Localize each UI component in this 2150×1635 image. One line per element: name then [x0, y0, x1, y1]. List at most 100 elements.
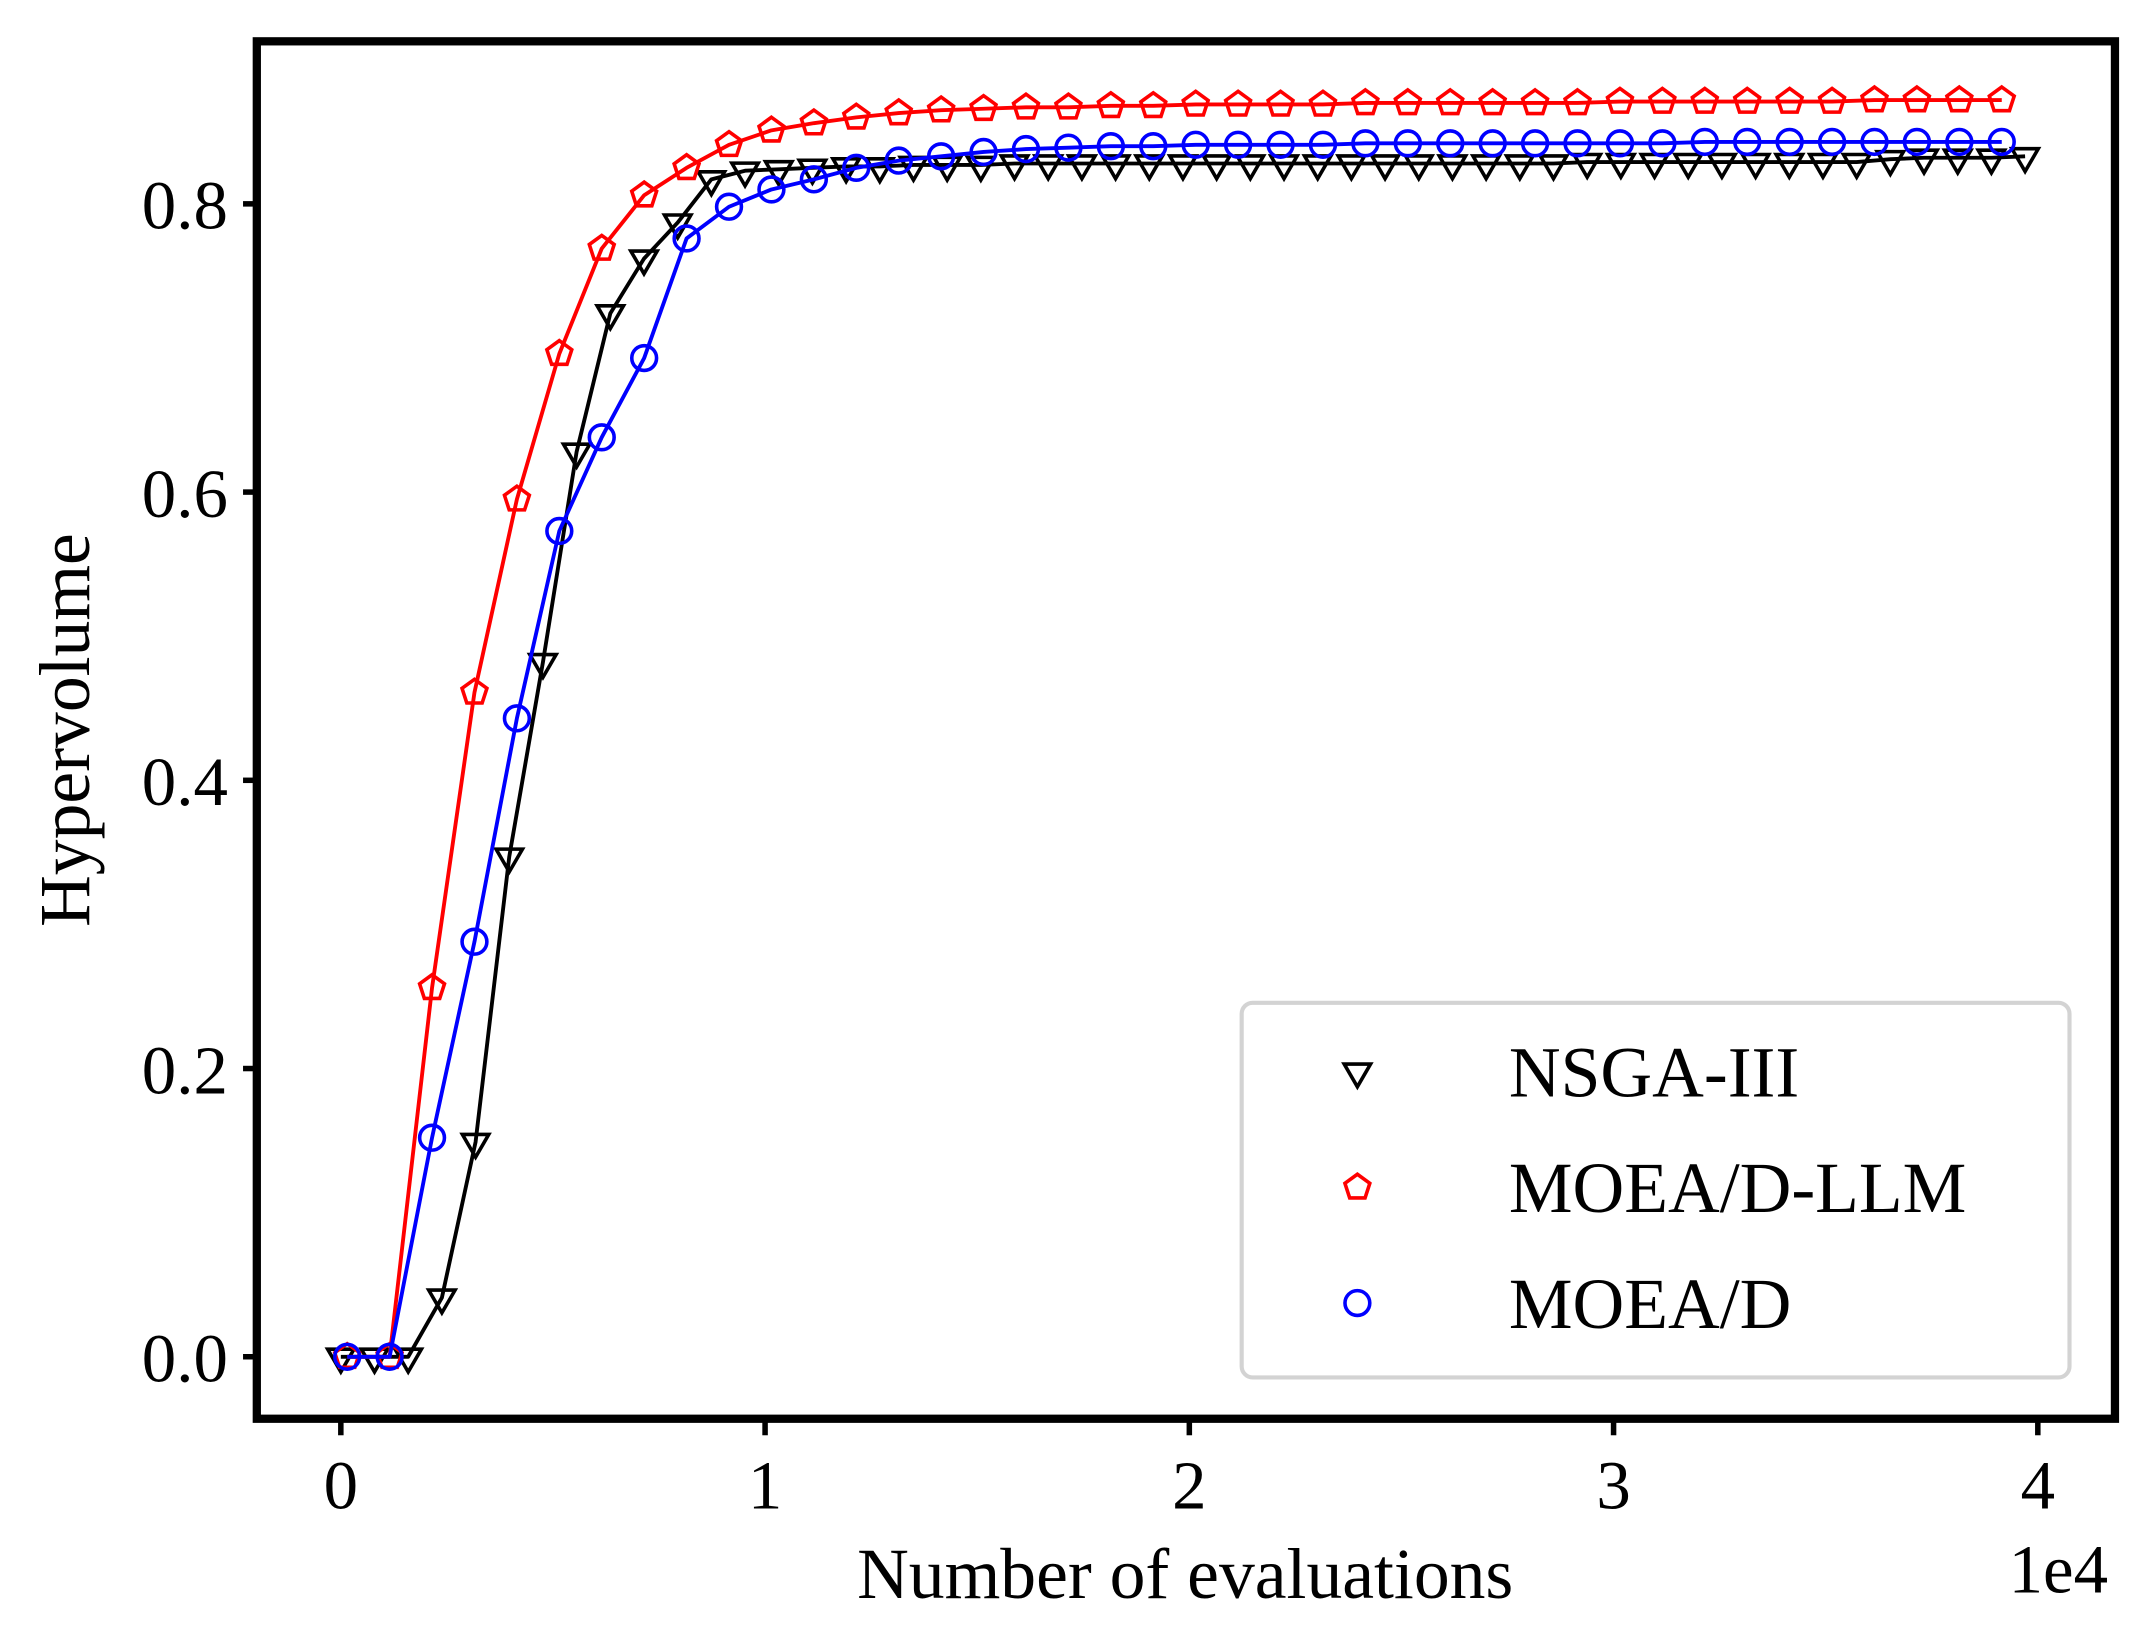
- y-tick-label: 0.4: [142, 744, 228, 820]
- data-point-nsga-iii: [1335, 154, 1368, 183]
- data-point-nsga-iii: [459, 1132, 492, 1161]
- data-point-nsga-iii: [695, 169, 728, 199]
- data-point-moea-d: [842, 153, 871, 183]
- legend-item-moea-d-llm: MOEA/D-LLM: [1342, 1149, 1966, 1228]
- data-point-moea-d-llm: [714, 129, 744, 158]
- legend-item-nsga-iii: NSGA-III: [1341, 1033, 1799, 1112]
- y-axis: 0.0 0.2 0.4 0.6 0.8: [142, 168, 257, 1397]
- data-point-moea-d: [969, 137, 998, 167]
- data-point-nsga-iii: [762, 159, 796, 188]
- x-tick-label: 0: [324, 1447, 358, 1523]
- data-point-moea-d-llm: [1350, 87, 1380, 116]
- legend-item-moea-d: MOEA/D: [1343, 1265, 1791, 1344]
- data-point-moea-d-llm: [1562, 87, 1593, 116]
- y-tick-label: 0.2: [142, 1032, 228, 1108]
- series-nsga-iii: [324, 146, 2042, 1376]
- data-point-nsga-iii: [863, 157, 897, 186]
- data-point-moea-d: [757, 175, 786, 204]
- data-point-moea-d-llm: [884, 97, 914, 126]
- data-point-nsga-iii: [1806, 152, 1840, 181]
- plot-area: [324, 84, 2042, 1376]
- data-point-moea-d: [1308, 130, 1338, 159]
- y-tick-label: 0.6: [142, 456, 228, 532]
- data-point-moea-d: [587, 423, 616, 452]
- data-point-nsga-iii: [728, 161, 762, 190]
- data-point-nsga-iii: [1739, 152, 1772, 181]
- data-point-moea-d: [1860, 127, 1889, 157]
- data-point-moea-d-llm: [1690, 86, 1720, 114]
- data-point-moea-d: [1902, 127, 1932, 157]
- data-point-moea-d: [333, 1342, 362, 1371]
- data-point-moea-d-llm: [1435, 87, 1465, 116]
- data-point-moea-d: [1563, 129, 1592, 158]
- data-point-moea-d-llm: [799, 107, 829, 136]
- legend-marker-moea-d-llm-icon: [1342, 1172, 1372, 1200]
- data-point-moea-d: [629, 343, 659, 373]
- data-point-moea-d: [799, 165, 829, 194]
- data-point-moea-d-llm: [1223, 89, 1253, 117]
- data-point-nsga-iii: [492, 847, 526, 876]
- legend-box: [1239, 1000, 2072, 1380]
- data-point-moea-d-llm: [1520, 87, 1550, 116]
- data-point-nsga-iii: [526, 652, 560, 681]
- data-point-moea-d: [1520, 129, 1550, 158]
- y-axis-label: Hypervolume: [26, 533, 105, 927]
- data-point-moea-d-llm: [1096, 90, 1126, 119]
- data-point-moea-d: [1733, 127, 1762, 157]
- data-point-nsga-iii: [1166, 154, 1200, 183]
- data-point-moea-d-llm: [1987, 84, 2017, 113]
- data-point-nsga-iii: [1031, 154, 1065, 183]
- data-point-moea-d: [1351, 129, 1380, 158]
- data-point-moea-d-llm: [969, 93, 999, 122]
- data-point-moea-d-llm: [502, 483, 532, 512]
- data-point-moea-d: [672, 224, 701, 253]
- data-point-moea-d-llm: [1138, 90, 1168, 119]
- series-moea-d-llm: [332, 84, 2017, 1370]
- data-point-moea-d: [1690, 127, 1719, 157]
- data-point-moea-d: [1096, 132, 1126, 161]
- data-point-moea-d-llm: [1859, 84, 1890, 113]
- data-point-nsga-iii: [1469, 154, 1503, 183]
- data-point-moea-d: [1393, 129, 1423, 158]
- data-point-moea-d-llm: [1011, 92, 1041, 120]
- data-point-moea-d: [1648, 129, 1677, 158]
- data-point-nsga-iii: [1874, 149, 1907, 178]
- data-point-moea-d-llm: [544, 338, 574, 367]
- series-moea-d: [333, 127, 2016, 1371]
- data-point-nsga-iii: [1402, 154, 1436, 183]
- data-point-moea-d-llm: [1902, 84, 1932, 113]
- data-point-nsga-iii: [2008, 146, 2042, 176]
- data-point-moea-d-llm: [1605, 86, 1635, 114]
- data-point-moea-d: [884, 146, 913, 175]
- data-point-nsga-iii: [594, 304, 627, 333]
- x-tick-label: 1: [748, 1447, 782, 1523]
- data-point-moea-d: [1266, 130, 1295, 159]
- legend-label: MOEA/D: [1509, 1265, 1791, 1344]
- data-point-moea-d: [1987, 127, 2016, 157]
- data-point-nsga-iii: [1941, 148, 1975, 177]
- x-axis-label: Number of evaluations: [857, 1535, 1513, 1614]
- data-point-moea-d-llm: [1944, 84, 1974, 113]
- data-point-nsga-iii: [560, 442, 593, 471]
- series-line-moea-d: [347, 139, 2002, 1359]
- data-point-moea-d: [460, 927, 489, 956]
- data-point-moea-d: [1817, 127, 1847, 157]
- data-point-moea-d-llm: [1181, 89, 1211, 117]
- y-tick-label: 0.0: [142, 1321, 228, 1397]
- data-point-nsga-iii: [1132, 154, 1166, 183]
- data-point-moea-d-llm: [756, 115, 786, 143]
- data-point-nsga-iii: [627, 249, 661, 278]
- data-point-nsga-iii: [1671, 152, 1705, 181]
- data-point-moea-d-llm: [1478, 87, 1508, 116]
- legend-marker-moea-d-icon: [1343, 1288, 1372, 1318]
- data-point-moea-d: [1605, 129, 1635, 158]
- legend-label: NSGA-III: [1509, 1033, 1799, 1112]
- legend: NSGA-III MOEA/D-LLM MOEA/D: [1239, 1000, 2072, 1380]
- data-point-moea-d-llm: [1265, 89, 1296, 117]
- data-point-nsga-iii: [425, 1288, 459, 1317]
- data-point-nsga-iii: [1570, 152, 1604, 181]
- data-point-moea-d: [1011, 134, 1041, 164]
- data-point-moea-d: [502, 704, 532, 733]
- data-point-moea-d: [375, 1342, 404, 1371]
- data-point-moea-d-llm: [1732, 86, 1762, 114]
